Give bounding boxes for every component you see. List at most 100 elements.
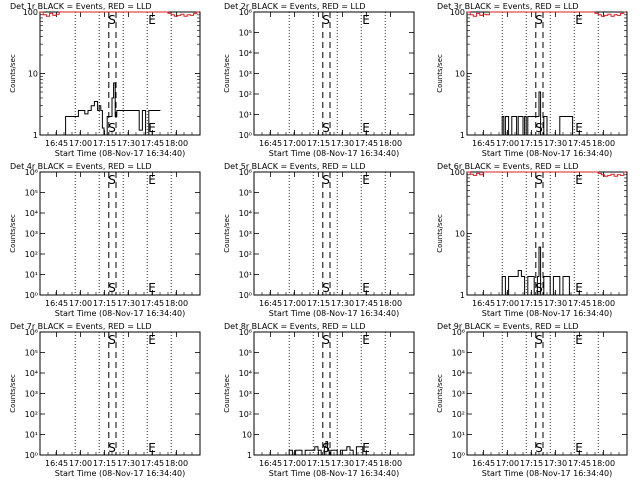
x-tick-label: 17:30 bbox=[544, 139, 567, 148]
start-marker-label: S bbox=[108, 121, 116, 135]
y-axis-label: Counts/sec bbox=[223, 214, 231, 253]
y-tick-label: 10⁶ bbox=[239, 328, 252, 337]
x-tick-label: 17:15 bbox=[520, 299, 543, 308]
start-marker-label: S bbox=[322, 441, 330, 455]
end-marker-label-top: E bbox=[362, 173, 370, 187]
x-tick-label: 17:45 bbox=[355, 459, 378, 468]
x-tick-label: 17:00 bbox=[69, 139, 92, 148]
x-tick-label: 18:00 bbox=[379, 299, 402, 308]
x-tick-label: 18:00 bbox=[379, 459, 402, 468]
y-tick-label: 10¹ bbox=[452, 431, 465, 440]
panel-title: Det 1r BLACK = Events, RED = LLD bbox=[10, 2, 152, 11]
x-tick-label: 17:45 bbox=[141, 299, 164, 308]
start-marker-label-top: S bbox=[535, 13, 543, 27]
x-tick-label: 17:45 bbox=[141, 139, 164, 148]
plot-frame bbox=[39, 171, 201, 296]
start-marker-label: S bbox=[535, 441, 543, 455]
detector-panel-1: Det 1r BLACK = Events, RED = LLD 1 10 100 Co… bbox=[9, 2, 201, 158]
y-tick-label: 10³ bbox=[25, 230, 38, 239]
events-series-line bbox=[62, 82, 161, 136]
x-tick-label: 17:00 bbox=[283, 139, 306, 148]
y-tick-label: 10⁴ bbox=[452, 369, 465, 378]
panel-title: Det 2r BLACK = Events, RED = LLD bbox=[224, 2, 366, 11]
y-tick-label: 10⁵ bbox=[25, 189, 38, 198]
lld-series-line bbox=[467, 171, 626, 177]
x-tick-label: 17:45 bbox=[568, 459, 591, 468]
end-marker-label: E bbox=[575, 121, 583, 135]
x-tick-label: 16:45 bbox=[259, 459, 282, 468]
y-tick-label: 10⁶ bbox=[239, 168, 252, 177]
y-tick-label: 1 bbox=[247, 451, 252, 460]
y-tick-label: 10⁵ bbox=[239, 349, 252, 358]
y-tick-label: 10⁴ bbox=[239, 209, 252, 218]
y-axis-label: Counts/sec bbox=[436, 214, 444, 253]
y-tick-label: 10⁴ bbox=[239, 49, 252, 58]
end-marker-label-top: E bbox=[148, 333, 156, 347]
y-tick-label: 10⁰ bbox=[239, 291, 252, 300]
end-marker-label-top: E bbox=[575, 333, 583, 347]
panel-title: Det 9r BLACK = Events, RED = LLD bbox=[437, 322, 579, 331]
start-marker-label: S bbox=[322, 121, 330, 135]
y-axis-label: Counts/sec bbox=[436, 54, 444, 93]
start-marker-label: S bbox=[108, 441, 116, 455]
x-axis-label: Start Time (08-Nov-17 16:34:40) bbox=[55, 149, 185, 158]
x-tick-label: 16:45 bbox=[472, 299, 495, 308]
y-axis-label: Counts/sec bbox=[9, 374, 17, 413]
x-tick-label: 17:30 bbox=[117, 299, 140, 308]
y-axis-label: Counts/sec bbox=[223, 374, 231, 413]
x-tick-label: 17:00 bbox=[283, 299, 306, 308]
x-tick-label: 17:45 bbox=[568, 139, 591, 148]
end-marker-label-top: E bbox=[148, 173, 156, 187]
x-tick-label: 17:30 bbox=[117, 139, 140, 148]
y-tick-label: 10⁵ bbox=[25, 349, 38, 358]
y-tick-label: 10³ bbox=[25, 390, 38, 399]
y-tick-label: 10² bbox=[25, 250, 38, 259]
start-marker-label-top: S bbox=[322, 13, 330, 27]
plot-frame bbox=[253, 171, 415, 296]
x-tick-label: 17:30 bbox=[331, 299, 354, 308]
y-tick-label: 10⁶ bbox=[239, 8, 252, 17]
y-tick-label: 10⁶ bbox=[25, 168, 38, 177]
x-tick-label: 17:15 bbox=[307, 459, 330, 468]
x-tick-label: 18:00 bbox=[165, 139, 188, 148]
x-tick-label: 17:00 bbox=[283, 459, 306, 468]
x-tick-label: 16:45 bbox=[472, 139, 495, 148]
x-tick-label: 17:15 bbox=[307, 139, 330, 148]
end-marker-label-top: E bbox=[575, 13, 583, 27]
x-axis-label: Start Time (08-Nov-17 16:34:40) bbox=[482, 469, 612, 478]
panel-title: Det 8r BLACK = Events, RED = LLD bbox=[224, 322, 366, 331]
detector-panel-4: Det 4r BLACK = Events, RED = LLD 10⁰ 10¹ 10… bbox=[9, 162, 201, 318]
end-marker-label: E bbox=[362, 441, 370, 455]
start-marker-label-top: S bbox=[108, 13, 116, 27]
y-tick-label: 100 bbox=[23, 8, 38, 17]
y-tick-label: 10 bbox=[28, 70, 38, 79]
x-tick-label: 17:45 bbox=[141, 459, 164, 468]
start-marker-label: S bbox=[108, 281, 116, 295]
y-tick-label: 10⁰ bbox=[239, 131, 252, 140]
end-marker-label-top: E bbox=[148, 13, 156, 27]
x-tick-label: 18:00 bbox=[165, 299, 188, 308]
x-tick-label: 16:45 bbox=[472, 459, 495, 468]
x-tick-label: 16:45 bbox=[259, 139, 282, 148]
x-tick-label: 17:00 bbox=[496, 299, 519, 308]
panel-title: Det 4r BLACK = Events, RED = LLD bbox=[10, 162, 152, 171]
x-tick-label: 17:30 bbox=[544, 299, 567, 308]
y-tick-label: 10¹ bbox=[25, 271, 38, 280]
start-marker-label-top: S bbox=[322, 333, 330, 347]
end-marker-label: E bbox=[362, 281, 370, 295]
panel-title: Det 3r BLACK = Events, RED = LLD bbox=[437, 2, 579, 11]
start-marker-label-top: S bbox=[322, 173, 330, 187]
start-marker-label-top: S bbox=[535, 173, 543, 187]
end-marker-label: E bbox=[362, 121, 370, 135]
y-tick-label: 10⁶ bbox=[452, 328, 465, 337]
end-marker-label-top: E bbox=[362, 333, 370, 347]
y-tick-label: 10¹ bbox=[239, 271, 252, 280]
y-tick-label: 100 bbox=[450, 168, 465, 177]
x-axis-label: Start Time (08-Nov-17 16:34:40) bbox=[269, 309, 399, 318]
y-tick-label: 10³ bbox=[239, 390, 252, 399]
plot-frame bbox=[253, 331, 415, 456]
x-tick-label: 17:45 bbox=[355, 139, 378, 148]
y-tick-label: 10⁴ bbox=[25, 209, 38, 218]
panel-title: Det 5r BLACK = Events, RED = LLD bbox=[224, 162, 366, 171]
